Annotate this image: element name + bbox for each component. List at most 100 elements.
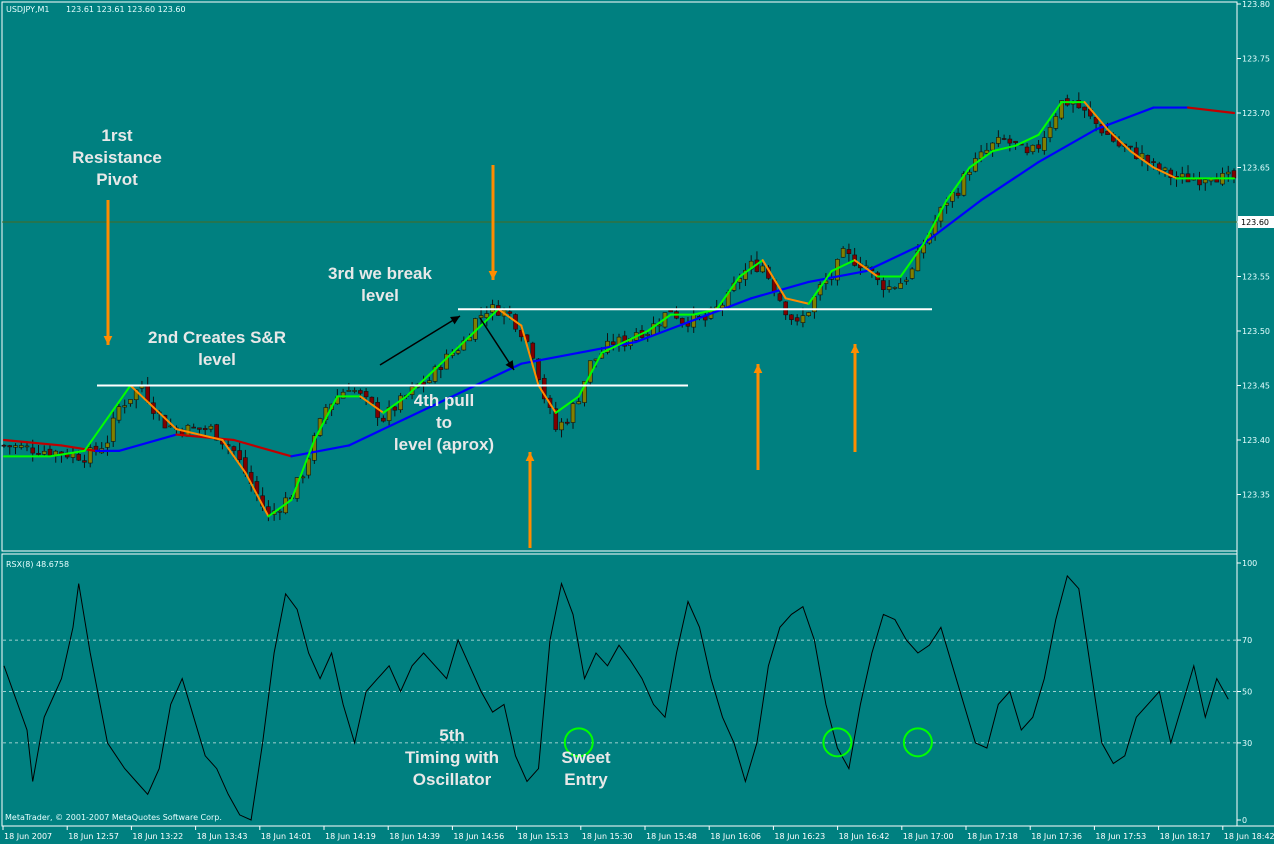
candle-bull xyxy=(386,406,392,421)
fast-moving-average-segment xyxy=(175,428,201,436)
candle-bear xyxy=(214,424,219,441)
candle-bull xyxy=(398,395,403,411)
fast-moving-average-segment xyxy=(738,259,764,278)
candle-bull xyxy=(898,282,903,289)
annotation-a5-line: 5th xyxy=(439,726,465,745)
candle-bull xyxy=(1162,167,1168,171)
candle-bear xyxy=(668,310,674,313)
candle-bull xyxy=(961,173,967,196)
annotation-a4-line: 4th pull xyxy=(414,391,474,410)
candle-bull xyxy=(277,510,283,513)
candle-bear xyxy=(846,249,852,254)
candle-bear xyxy=(438,367,444,370)
fast-moving-average-segment xyxy=(1014,133,1040,147)
annotation-arrow-down-head xyxy=(488,270,498,280)
candle-bear xyxy=(1,444,7,447)
candle-bear xyxy=(1197,178,1202,186)
fast-moving-average-segment xyxy=(623,330,649,343)
fast-moving-average-segment xyxy=(577,351,603,398)
fast-moving-average-segment xyxy=(106,384,132,420)
rsx-oscillator-line xyxy=(3,574,1229,821)
annotation-a5-line: Oscillator xyxy=(413,770,492,789)
candle-bull xyxy=(346,390,352,392)
candle-bear xyxy=(36,453,41,455)
annotation-arrow-black-head xyxy=(505,360,514,370)
fast-moving-average-segment xyxy=(267,498,293,518)
fast-moving-average-segment xyxy=(359,395,385,414)
slow-moving-average-segment xyxy=(347,417,408,447)
time-axis-label: 18 Jun 13:22 xyxy=(132,832,183,841)
candle-bull xyxy=(478,315,484,319)
fast-moving-average-segment xyxy=(451,330,477,354)
annotation-a2-line: level xyxy=(198,350,236,369)
fast-moving-average-segment xyxy=(497,308,523,327)
time-axis-label: 18 Jun 17:18 xyxy=(967,832,1018,841)
annotation-arrow-up-head xyxy=(753,364,763,374)
candle-bull xyxy=(352,390,357,392)
fast-moving-average-segment xyxy=(83,417,109,452)
sweet-entry-circle xyxy=(902,727,933,758)
candle-bear xyxy=(881,280,886,290)
candle-bull xyxy=(892,287,898,289)
slow-moving-average-segment xyxy=(635,319,695,343)
oscillator-axis-label: 100 xyxy=(1242,559,1257,568)
candle-bear xyxy=(1093,117,1099,124)
candle-bull xyxy=(455,350,461,354)
candle-bull xyxy=(1202,179,1208,184)
slow-moving-average-segment xyxy=(577,340,638,354)
candle-bull xyxy=(1053,116,1059,129)
slow-moving-average-segment xyxy=(232,438,293,458)
slow-moving-average-segment xyxy=(865,242,925,273)
candle-bull xyxy=(904,279,909,282)
fast-moving-average-segment xyxy=(129,384,155,409)
time-axis-label: 18 Jun 18:42 xyxy=(1224,832,1274,841)
annotation-sweet-line: Sweet xyxy=(561,748,610,767)
candle-bull xyxy=(576,401,582,405)
annotation-a2-line: 2nd Creates S&R xyxy=(148,328,286,347)
candle-bear xyxy=(191,426,196,429)
candle-bull xyxy=(110,417,116,442)
time-axis-label: 18 Jun 14:39 xyxy=(389,832,440,841)
price-axis-label: 123.45 xyxy=(1242,382,1270,391)
oscillator-axis-label: 0 xyxy=(1242,816,1247,825)
candle-bear xyxy=(363,391,369,398)
fast-moving-average-segment xyxy=(382,395,408,414)
annotation-a1-line: Pivot xyxy=(96,170,138,189)
candle-bull xyxy=(559,421,564,431)
price-axis-label: 123.40 xyxy=(1242,436,1270,445)
fast-moving-average-segment xyxy=(1106,128,1132,153)
candle-bull xyxy=(720,304,725,309)
candle-bear xyxy=(1151,161,1156,163)
time-axis-label: 18 Jun 16:23 xyxy=(774,832,825,841)
candle-bear xyxy=(76,454,82,461)
price-axis-label: 123.80 xyxy=(1242,0,1270,9)
candle-bear xyxy=(7,445,13,448)
candle-bear xyxy=(1013,140,1018,143)
candle-bull xyxy=(13,445,18,448)
candle-bear xyxy=(536,358,541,380)
candle-bear xyxy=(794,317,800,322)
time-axis-label: 18 Jun 12:57 xyxy=(68,832,119,841)
time-axis-label: 18 Jun 14:56 xyxy=(453,832,504,841)
candle-bull xyxy=(432,366,438,382)
candle-bull xyxy=(306,458,311,476)
candle-bear xyxy=(1105,130,1110,135)
annotation-arrow-down-head xyxy=(103,335,113,345)
candle-bull xyxy=(87,447,93,464)
annotation-arrow-up-head xyxy=(850,344,860,354)
candle-bull xyxy=(840,248,846,258)
candle-bear xyxy=(1007,138,1013,144)
fast-moving-average-segment xyxy=(646,313,672,332)
annotation-sweet-line: Entry xyxy=(564,770,608,789)
price-axis-label: 123.65 xyxy=(1242,164,1270,173)
fast-moving-average-segment xyxy=(48,449,86,458)
price-pane-frame xyxy=(1,1,1238,552)
candle-bull xyxy=(208,425,214,430)
candle-bear xyxy=(358,390,363,394)
time-axis-label: 18 Jun 15:30 xyxy=(582,832,633,841)
candle-bull xyxy=(800,315,806,323)
annotation-a5-line: Timing with xyxy=(405,748,499,767)
slow-moving-average-segment xyxy=(922,199,983,245)
candle-bull xyxy=(886,286,892,290)
